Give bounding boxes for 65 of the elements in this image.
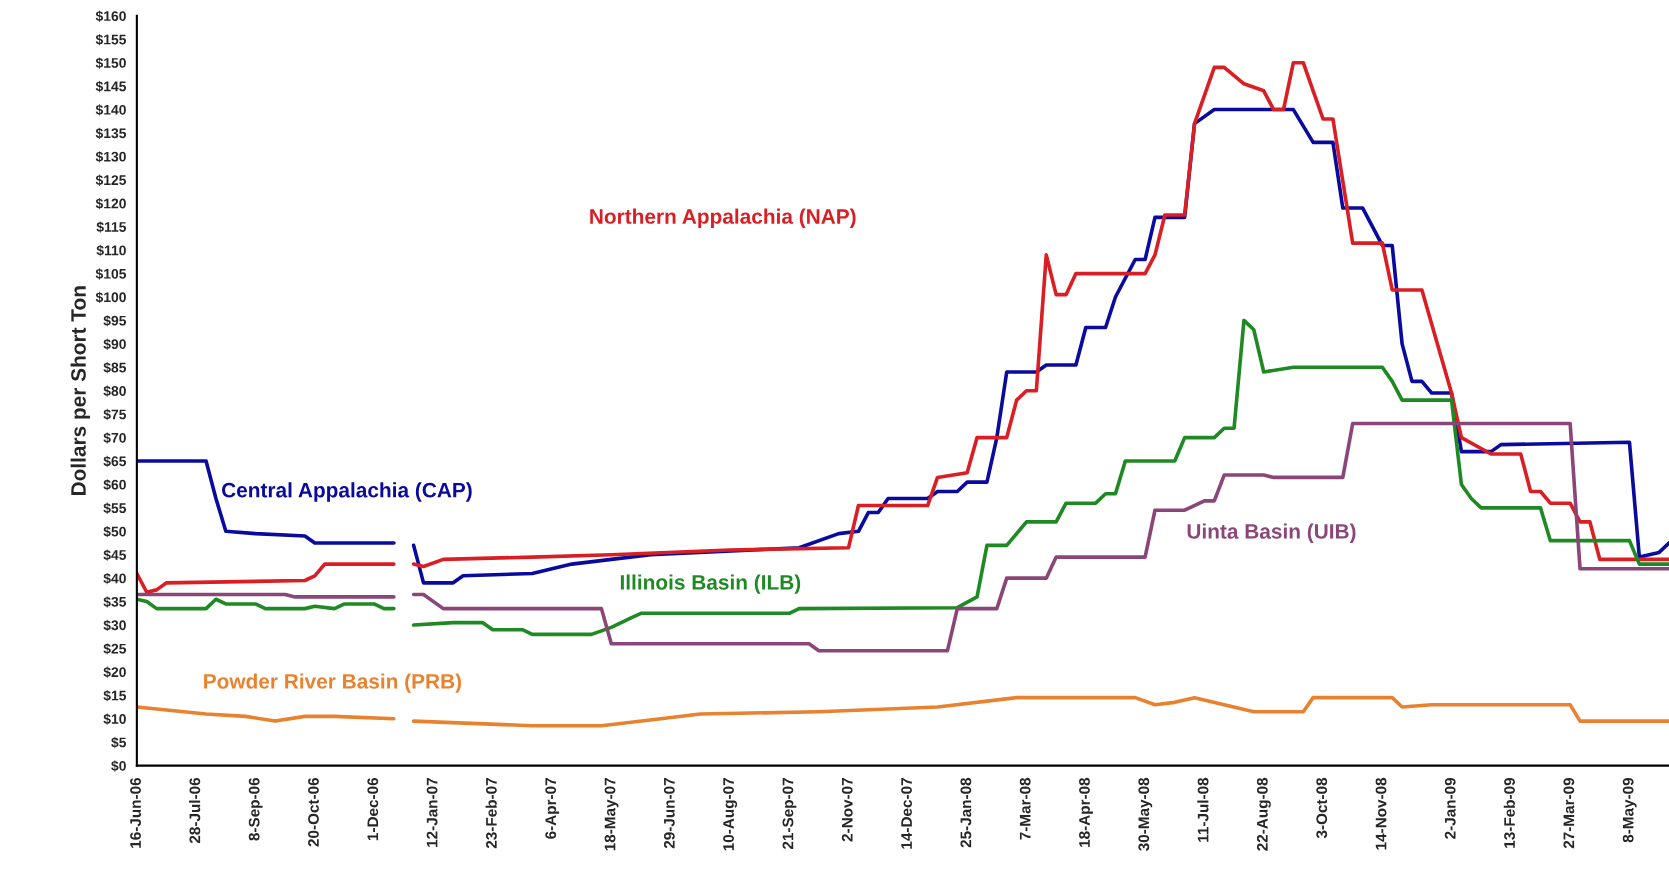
- x-tick-label: 2-Jan-09: [1444, 777, 1456, 839]
- series-label: Uinta Basin (UIB): [1187, 523, 1356, 543]
- y-tick-label: $130: [95, 151, 126, 163]
- y-tick-label: $70: [103, 432, 126, 444]
- y-tick-label: $140: [95, 104, 126, 116]
- series-label: Central Appalachia (CAP): [221, 482, 472, 502]
- x-tick-label: 14-Nov-08: [1375, 777, 1387, 850]
- x-tick-label: 18-Apr-08: [1079, 777, 1093, 847]
- x-tick-label: 8-Sep-06: [248, 777, 263, 841]
- y-tick-label: $120: [95, 198, 126, 210]
- y-tick-label: $160: [95, 10, 126, 22]
- x-tick-label: 27-Mar-09: [1563, 777, 1575, 849]
- y-tick-label: $65: [103, 455, 127, 468]
- y-tick-label: $30: [103, 619, 126, 632]
- y-tick-label: $105: [95, 268, 127, 280]
- x-tick-label: 23-Feb-07: [485, 778, 497, 849]
- y-tick-label: $115: [96, 221, 127, 233]
- y-axis-title: Dollars per Short Ton: [70, 286, 90, 496]
- y-tick-label: $55: [103, 502, 127, 514]
- y-tick-label: $155: [95, 33, 127, 46]
- y-tick-label: $5: [111, 736, 127, 749]
- x-tick-label: 22-Aug-08: [1256, 777, 1271, 851]
- y-tick-label: $110: [96, 244, 126, 257]
- x-tick-label: 8-May-09: [1622, 777, 1637, 843]
- text: Northern Appalachia (NAP): [590, 208, 856, 228]
- y-tick-label: $75: [103, 408, 127, 421]
- y-tick-label: $25: [103, 643, 127, 655]
- x-tick-label: 3-Oct-08: [1316, 777, 1328, 839]
- y-tick-label: $35: [103, 596, 127, 608]
- y-tick-label: $95: [103, 315, 127, 327]
- y-tick-label: $15: [103, 690, 127, 702]
- y-tick-label: $85: [103, 362, 127, 374]
- x-tick-label: 20-Oct-06: [308, 777, 319, 847]
- x-tick-label: 18-May-07: [604, 778, 619, 851]
- x-tick-label: 30-May-08: [1138, 777, 1153, 851]
- x-tick-label: 21-Sep-07: [782, 778, 797, 850]
- y-tick-label: $125: [95, 174, 127, 186]
- x-tick-label: 25-Jan-08: [960, 777, 972, 848]
- x-tick-label: 10-Aug-07: [723, 778, 738, 851]
- y-tick-label: $80: [103, 385, 126, 397]
- x-tick-label: 2-Nov-07: [841, 778, 853, 842]
- x-tick-label: 14-Dec-07: [901, 778, 912, 849]
- series-label: Powder River Basin (PRB): [204, 673, 462, 693]
- y-tick-label: $90: [103, 338, 126, 350]
- y-tick-label: $135: [95, 127, 127, 140]
- y-tick-label: $45: [103, 549, 127, 561]
- x-tick-label: 6-Apr-07: [545, 778, 560, 839]
- x-tick-label: 13-Feb-09: [1503, 777, 1515, 848]
- x-tick-label: 28-Jul-06: [189, 777, 201, 844]
- y-tick-label: $10: [103, 713, 126, 725]
- y-tick-label: $50: [103, 526, 126, 538]
- y-tick-label: $20: [103, 666, 126, 678]
- series-label: Illinois Basin (ILB): [620, 574, 801, 594]
- x-tick-label: 29-Jun-07: [663, 778, 675, 849]
- y-tick-label: $100: [95, 291, 126, 304]
- y-tick-label: $40: [103, 572, 126, 585]
- y-tick-label: $150: [95, 57, 126, 69]
- y-tick-label: $145: [95, 80, 127, 93]
- x-tick-label: 11-Jul-08: [1197, 777, 1209, 842]
- y-tick-label: $0: [111, 760, 126, 772]
- x-tick-label: 16-Jun-06: [130, 777, 141, 848]
- y-tick-label: $60: [103, 479, 126, 491]
- x-tick-label: 1-Dec-06: [367, 777, 379, 841]
- x-tick-label: 7-Mar-08: [1019, 777, 1031, 840]
- x-tick-label: 12-Jan-07: [426, 778, 438, 847]
